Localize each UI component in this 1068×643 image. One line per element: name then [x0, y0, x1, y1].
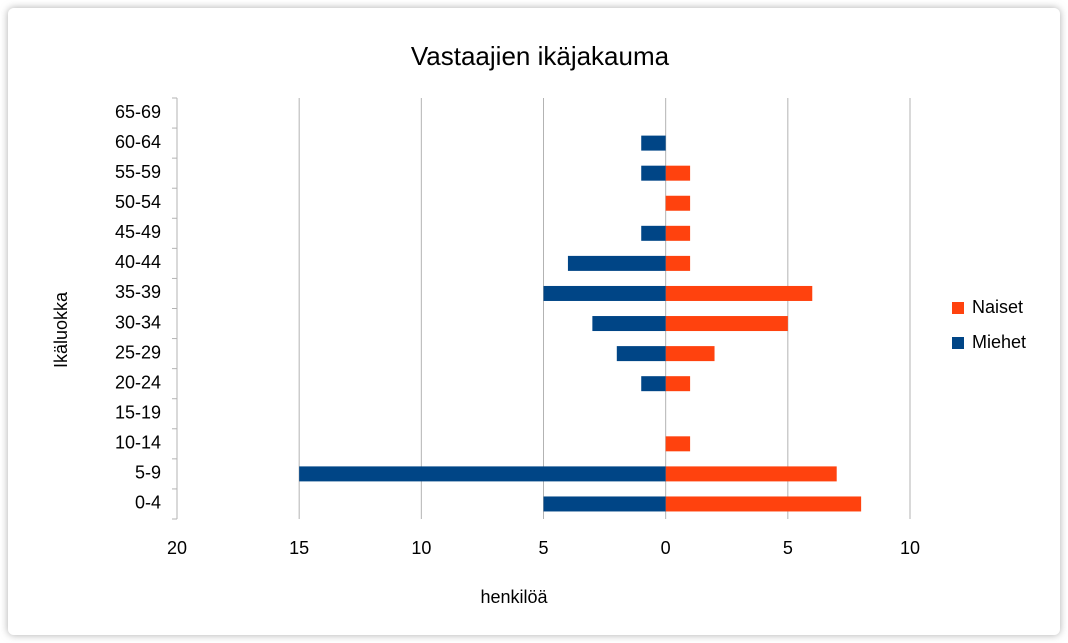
bar	[567, 255, 666, 271]
bar	[665, 496, 862, 512]
x-tick-label: 0	[661, 538, 671, 558]
bar	[641, 376, 666, 392]
x-tick-label: 10	[900, 538, 920, 558]
bar	[299, 466, 666, 482]
y-tick-label: 15-19	[115, 403, 161, 423]
y-tick-label: 35-39	[115, 282, 161, 302]
y-tick-label: 0-4	[135, 493, 161, 513]
legend-swatch	[952, 337, 964, 349]
y-axis-label: Ikäluokka	[51, 291, 71, 368]
bar	[665, 195, 691, 211]
legend-swatch	[952, 302, 964, 314]
y-tick-label: 25-29	[115, 342, 161, 362]
y-tick-label: 45-49	[115, 222, 161, 242]
y-tick-label: 40-44	[115, 252, 161, 272]
x-tick-label: 15	[289, 538, 309, 558]
y-tick-label: 5-9	[135, 463, 161, 483]
bar	[665, 436, 691, 452]
y-tick-label: 10-14	[115, 433, 161, 453]
legend-label: Miehet	[972, 332, 1026, 352]
legend-label: Naiset	[972, 297, 1023, 317]
bar	[665, 165, 691, 181]
bar	[665, 316, 788, 332]
bar	[665, 346, 715, 362]
x-tick-label: 5	[783, 538, 793, 558]
chart-title: Vastaajien ikäjakauma	[411, 41, 670, 71]
y-tick-label: 60-64	[115, 132, 161, 152]
bar	[665, 376, 691, 392]
x-tick-label: 20	[167, 538, 187, 558]
x-tick-label: 5	[538, 538, 548, 558]
y-tick-label: 50-54	[115, 192, 161, 212]
x-axis-label: henkilöä	[480, 587, 548, 607]
y-tick-label: 65-69	[115, 102, 161, 122]
bar	[616, 346, 666, 362]
bar	[665, 225, 691, 241]
y-tick-label: 30-34	[115, 312, 161, 332]
bar	[665, 466, 837, 482]
bar	[641, 165, 666, 181]
y-tick-label: 55-59	[115, 162, 161, 182]
bar	[665, 255, 691, 271]
bar	[592, 316, 666, 332]
x-tick-label: 10	[411, 538, 431, 558]
y-tick-label: 20-24	[115, 372, 161, 392]
bar	[641, 225, 666, 241]
bar	[641, 135, 666, 151]
bar	[543, 496, 666, 512]
bar	[665, 285, 813, 301]
bar	[543, 285, 666, 301]
